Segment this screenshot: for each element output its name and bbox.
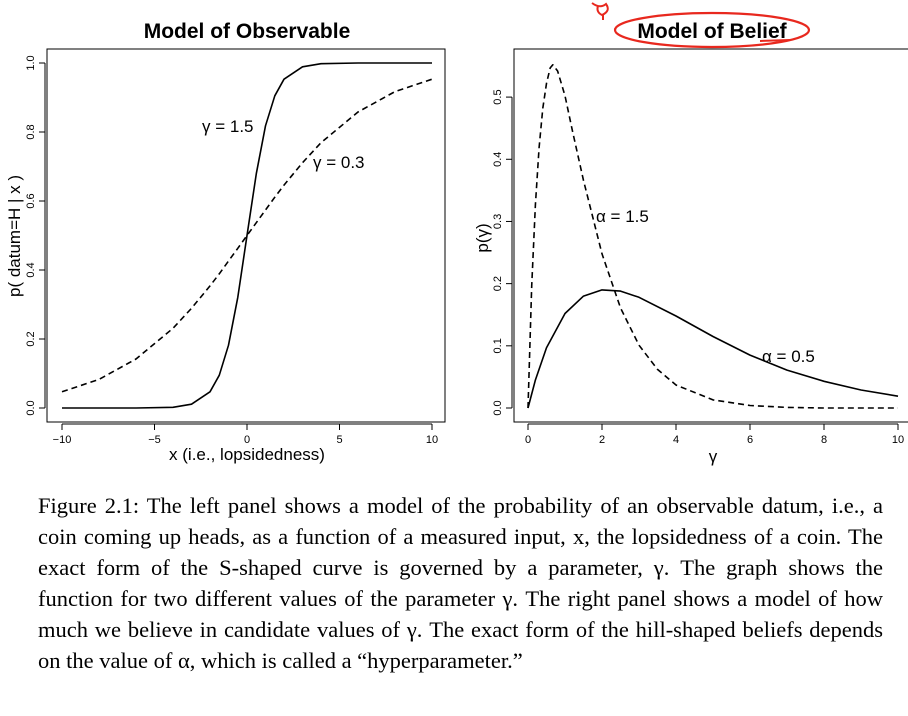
right-x-tick-label: 8 — [821, 434, 827, 446]
left-y-tick-label: 0.4 — [25, 262, 37, 277]
left-y-tick-label: 1.0 — [25, 55, 37, 70]
right-x-tick-label: 2 — [599, 434, 605, 446]
figure-caption: Figure 2.1: The left panel shows a model… — [38, 493, 883, 673]
right-x-tick-label: 4 — [673, 434, 679, 446]
left-x-tick-label: −10 — [53, 434, 72, 446]
right-y-tick-label: 0.4 — [492, 152, 504, 167]
right-x-tick-label: 0 — [525, 434, 531, 446]
left-panel: Model of Observable −10 −5 0 5 10 0.0 0.2 0.4 0.… — [5, 20, 446, 464]
right-y-axis-label: p(γ) — [473, 223, 492, 252]
handwritten-underline-annotation — [759, 39, 791, 42]
left-y-tick-label: 0.6 — [25, 193, 37, 208]
right-plot-frame — [513, 48, 908, 423]
right-y-tick-label: 0.2 — [492, 276, 504, 291]
left-x-tick-label: 10 — [426, 434, 438, 446]
left-series-line-0 — [62, 62, 432, 409]
right-y-tick-label: 0.0 — [492, 400, 504, 415]
left-x-tick-label: 0 — [244, 434, 250, 446]
left-y-tick-label: 0.8 — [25, 124, 37, 139]
left-x-tick-label: 5 — [336, 434, 342, 446]
left-y-axis-label: p( datum=H | x ) — [5, 175, 24, 297]
right-x-tick-label: 10 — [892, 434, 904, 446]
right-panel: Model of Belief 0 2 4 6 8 10 0.0 0.1 0.2 0.3 0.4 0.… — [473, 2, 908, 466]
right-x-tick-label: 6 — [747, 434, 753, 446]
left-panel-title: Model of Observable — [144, 20, 351, 43]
left-y-tick-label: 0.2 — [25, 331, 37, 346]
right-series-line-1 — [527, 289, 899, 409]
figure: Model of Observable −10 −5 0 5 10 0.0 0.2 0.4 0.… — [5, 2, 908, 466]
right-series-line-0 — [527, 64, 898, 409]
right-y-tick-label: 0.3 — [492, 214, 504, 229]
handwritten-circle-annotation — [613, 11, 811, 49]
series-label-alpha-1.5: α = 1.5 — [596, 207, 649, 226]
right-y-tick-label: 0.1 — [492, 338, 504, 353]
right-y-tick-label: 0.5 — [492, 89, 504, 104]
series-label-gamma-1.5: γ = 1.5 — [202, 117, 254, 136]
left-x-axis-label: x (i.e., lopsidedness) — [169, 445, 325, 464]
handwritten-scribble-annotation — [591, 2, 609, 20]
left-y-tick-label: 0.0 — [25, 400, 37, 415]
series-label-alpha-0.5: α = 0.5 — [762, 347, 815, 366]
series-label-gamma-0.3: γ = 0.3 — [313, 153, 365, 172]
right-x-axis-label: γ — [709, 447, 718, 466]
left-plot-frame — [46, 48, 446, 423]
left-x-tick-label: −5 — [148, 434, 161, 446]
right-panel-title: Model of Belief — [637, 20, 787, 43]
